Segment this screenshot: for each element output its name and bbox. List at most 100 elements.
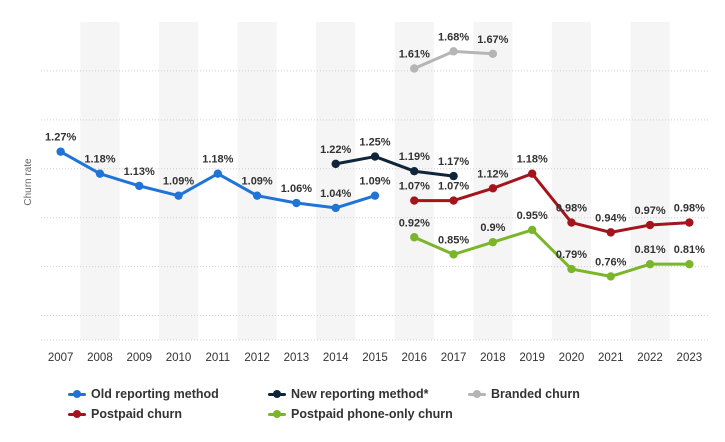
legend-swatch (268, 389, 286, 399)
data-point (567, 264, 576, 274)
data-label: 0.9% (480, 222, 505, 234)
x-tick-label: 2014 (323, 352, 349, 364)
data-point (135, 181, 144, 191)
legend-item[interactable]: Postpaid phone-only churn (268, 407, 453, 421)
legend-label: Postpaid churn (91, 407, 182, 421)
y-axis-title-group: Churn rate (23, 158, 34, 206)
data-point (174, 191, 183, 200)
data-label: 0.81% (634, 244, 665, 256)
x-tick-label: 2023 (677, 352, 703, 364)
x-tick-label: 2015 (362, 352, 388, 364)
data-point (410, 196, 419, 205)
x-tick-label: 2018 (480, 352, 506, 364)
legend-item[interactable]: Old reporting method (68, 387, 219, 401)
x-tick-label: 2017 (441, 352, 467, 364)
data-point (488, 184, 498, 193)
data-label: 1.18% (84, 154, 115, 166)
x-tick-label: 2009 (126, 352, 152, 364)
y-axis-title: Churn rate (23, 158, 34, 206)
data-label: 1.09% (359, 176, 390, 188)
legend-item[interactable]: Postpaid churn (68, 407, 182, 421)
data-point (527, 225, 537, 235)
data-label: 1.13% (124, 166, 155, 178)
x-tick-label: 2010 (166, 352, 192, 364)
legend-label: New reporting method* (291, 387, 429, 401)
data-label: 0.76% (595, 256, 626, 268)
x-tick-label: 2021 (598, 352, 624, 364)
x-tick-label: 2013 (284, 352, 310, 364)
data-point (410, 233, 419, 242)
x-tick-label: 2008 (87, 352, 113, 364)
legend-label: Branded churn (491, 387, 580, 401)
data-point (449, 196, 458, 205)
series-lines (59, 49, 691, 278)
data-label: 0.98% (674, 203, 705, 215)
legend-item[interactable]: New reporting method* (268, 387, 429, 401)
data-label: 0.94% (595, 212, 626, 224)
gridlines (41, 70, 709, 341)
data-label: 1.18% (202, 154, 233, 166)
data-point (252, 191, 262, 200)
data-label: 1.27% (45, 132, 76, 144)
data-labels: 1.27% 1.18% 1.13% 1.09% 1.18% 1.09% 1.06% 1.04%… (45, 31, 705, 268)
data-point (606, 228, 615, 237)
x-tick-label: 2020 (559, 352, 585, 364)
data-label: 1.18% (517, 154, 548, 166)
data-point (685, 218, 694, 227)
column-bands (80, 22, 670, 340)
legend-swatch (468, 389, 486, 399)
data-point (213, 169, 223, 178)
data-point (292, 198, 301, 208)
data-point (370, 152, 380, 161)
data-label: 0.81% (674, 244, 705, 256)
x-tick-label: 2016 (401, 352, 427, 364)
data-point (56, 147, 65, 156)
data-label: 1.07% (438, 181, 469, 193)
data-label: 0.97% (634, 205, 665, 217)
column-band (473, 22, 513, 340)
data-label: 1.25% (359, 137, 390, 149)
data-point (449, 250, 458, 259)
data-label: 1.67% (477, 34, 508, 46)
column-band (630, 22, 670, 340)
data-label: 1.06% (281, 183, 312, 195)
data-point (567, 218, 576, 227)
data-point (370, 191, 380, 200)
data-label: 1.19% (399, 151, 430, 163)
data-label: 1.04% (320, 188, 351, 200)
data-label: 1.12% (477, 168, 508, 180)
x-tick-label: 2012 (244, 352, 270, 364)
data-point (95, 169, 105, 178)
data-label: 1.61% (399, 48, 430, 60)
series-line (412, 172, 691, 234)
column-band (80, 22, 120, 340)
data-point (410, 167, 419, 176)
legend-label: Old reporting method (91, 387, 219, 401)
data-point (488, 237, 498, 247)
x-tick-label: 2011 (205, 352, 230, 364)
data-label: 0.95% (517, 210, 548, 222)
column-band (237, 22, 277, 340)
data-label: 0.79% (556, 249, 587, 261)
data-label: 1.09% (242, 176, 273, 188)
data-point (527, 169, 537, 178)
column-band (394, 22, 434, 340)
x-tick-label: 2007 (48, 352, 74, 364)
data-point (606, 272, 615, 281)
data-label: 1.22% (320, 144, 351, 156)
data-point (645, 259, 655, 269)
series-points (56, 47, 694, 281)
data-label: 1.09% (163, 176, 194, 188)
legend-swatch (68, 389, 86, 399)
data-point (449, 47, 458, 56)
data-label: 0.92% (399, 217, 430, 229)
x-axis-ticks: 2007 2008 2009 2010 2011 2012 2013 2014 2015 2016… (48, 352, 702, 364)
legend-swatch (268, 409, 286, 419)
series-line (412, 228, 691, 278)
column-band (551, 22, 592, 340)
data-label: 1.17% (438, 156, 469, 168)
legend-item[interactable]: Branded churn (468, 387, 580, 401)
column-band (158, 22, 199, 340)
